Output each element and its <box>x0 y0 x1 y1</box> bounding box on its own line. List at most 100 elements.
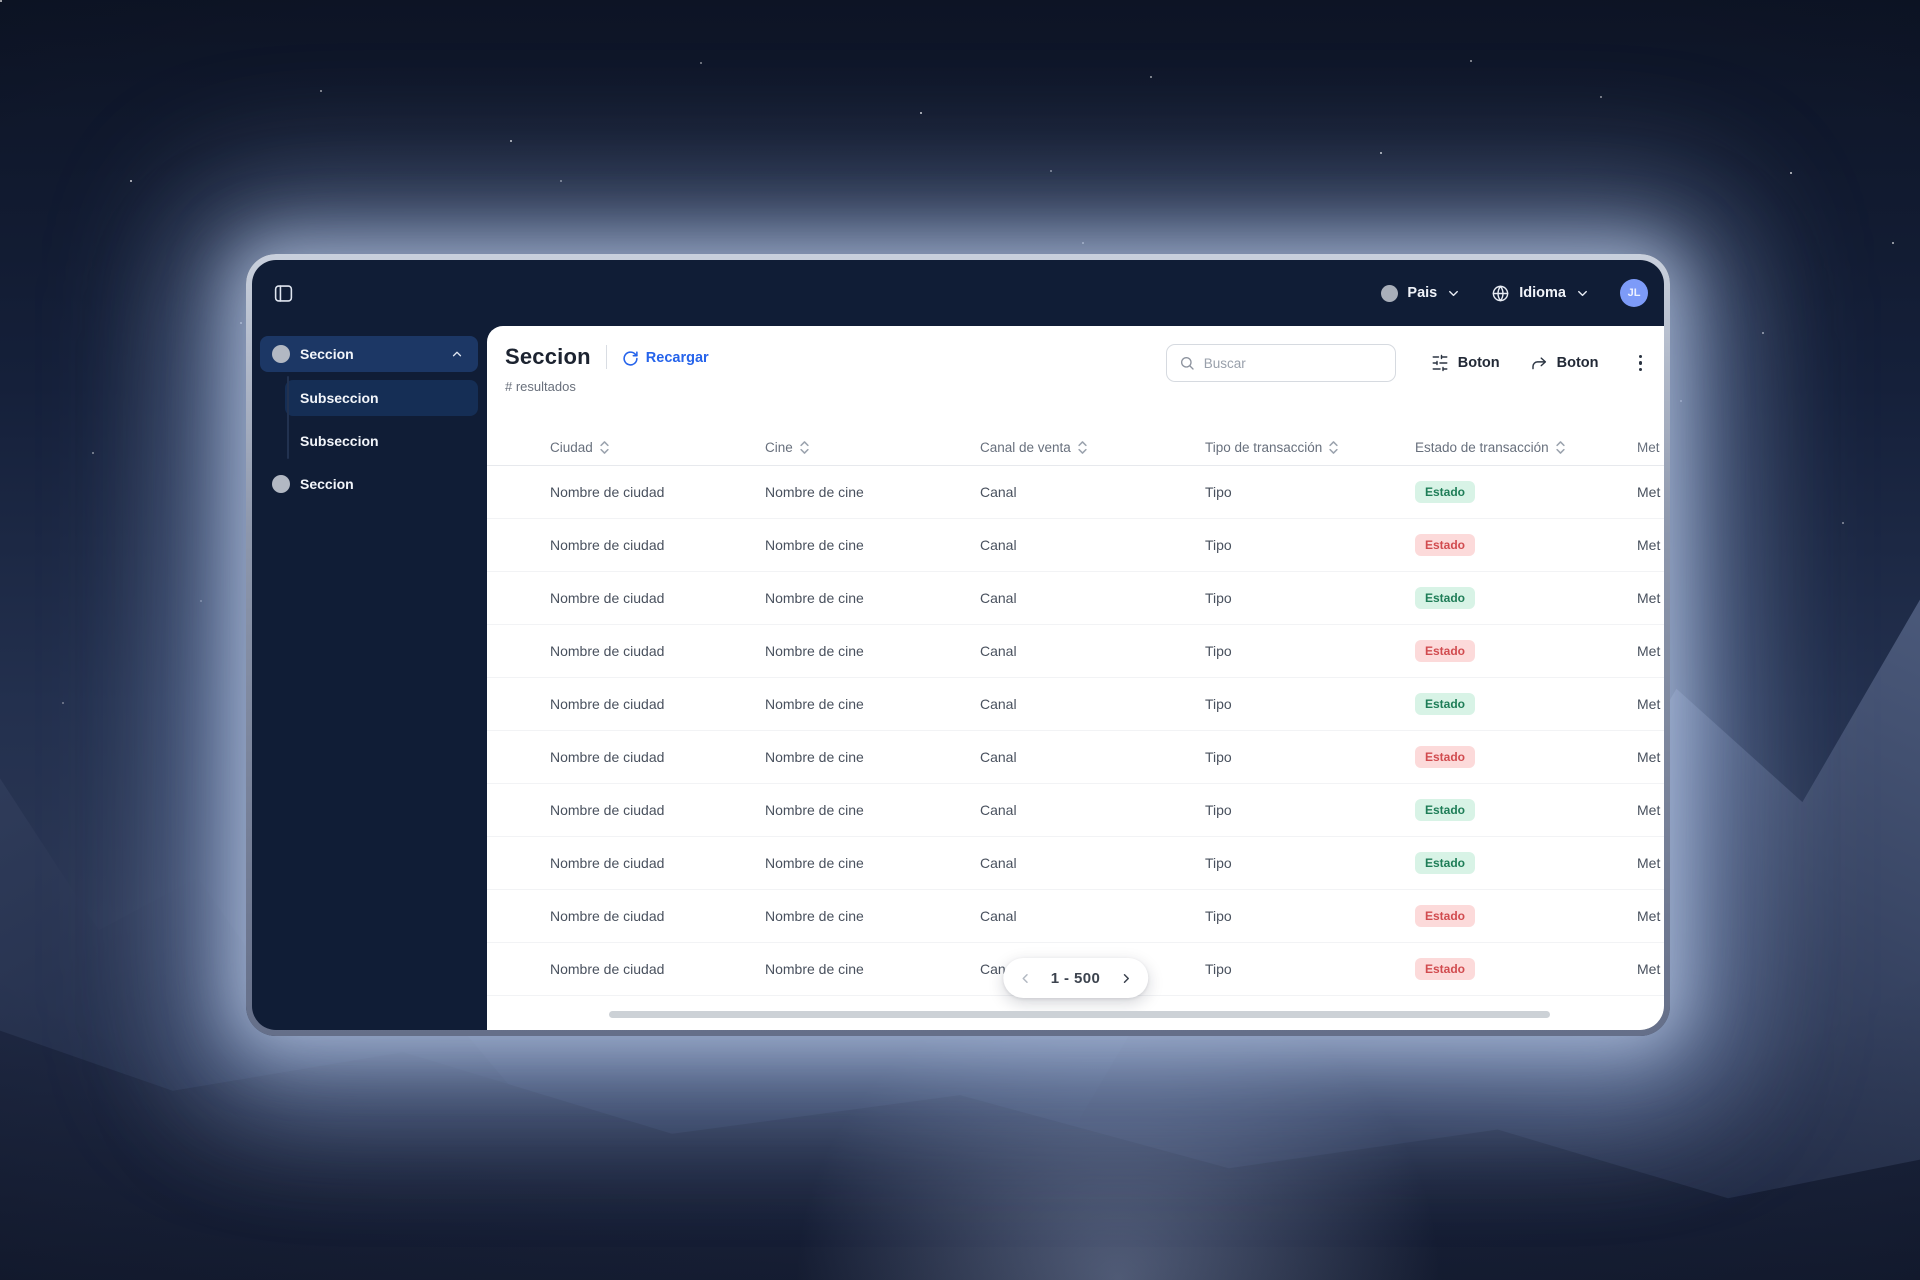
status-badge: Estado <box>1415 799 1476 821</box>
language-selector[interactable]: Idioma <box>1491 284 1590 303</box>
data-table: Ciudad Cine Canal de venta Tipo de transacc… <box>487 430 1664 996</box>
reload-button[interactable]: Recargar <box>622 350 709 367</box>
search-input[interactable] <box>1203 355 1385 371</box>
cell-met: Met <box>1637 643 1661 659</box>
section-circle-icon <box>272 475 290 493</box>
cell-ciudad: Nombre de ciudad <box>550 696 665 712</box>
column-header[interactable]: Tipo de transacción <box>1205 439 1415 456</box>
sidebar-item-seccion-1[interactable]: Seccion <box>260 336 478 372</box>
section-circle-icon <box>272 345 290 363</box>
cell-estado: Estado <box>1415 852 1637 874</box>
export-button[interactable]: Boton <box>1530 354 1599 372</box>
cell-met: Met <box>1637 696 1661 712</box>
cell-met: Met <box>1637 855 1661 871</box>
cell-estado: Estado <box>1415 587 1637 609</box>
status-badge: Estado <box>1415 587 1476 609</box>
more-options-button[interactable] <box>1635 351 1647 376</box>
cell-ciudad: Nombre de ciudad <box>550 537 665 553</box>
country-label: Pais <box>1407 285 1438 301</box>
cell-cine: Nombre de cine <box>765 696 864 712</box>
cell-ciudad: Nombre de ciudad <box>550 749 665 765</box>
sort-icon <box>1555 441 1565 454</box>
cell-tipo: Tipo <box>1205 537 1232 553</box>
sidebar-item-subseccion-1[interactable]: Subseccion <box>285 380 478 416</box>
title-divider <box>605 345 607 369</box>
status-badge: Estado <box>1415 852 1476 874</box>
sidebar-subitem-label: Subseccion <box>300 433 379 449</box>
panel-left-icon <box>273 283 294 304</box>
pagination-prev-button[interactable] <box>1013 965 1039 991</box>
window-body: Seccion Subseccion Subseccion Sec <box>252 326 1664 1030</box>
cell-canal: Canal <box>980 802 1017 818</box>
cell-cine: Nombre de cine <box>765 961 864 977</box>
chevron-up-icon <box>450 347 464 361</box>
column-header-label: Met <box>1637 440 1660 455</box>
cell-cine: Nombre de cine <box>765 908 864 924</box>
app-window: Pais Idioma <box>246 254 1670 1036</box>
status-badge: Estado <box>1415 905 1476 927</box>
table-row: Nombre de ciudad Nombre de cine Canal Tipo E… <box>487 784 1664 837</box>
cell-canal: Canal <box>980 908 1017 924</box>
page-title: Seccion <box>505 344 591 369</box>
chevron-down-icon <box>1575 286 1590 301</box>
table-row: Nombre de ciudad Nombre de cine Canal Tipo E… <box>487 466 1664 519</box>
search-box <box>1165 344 1396 382</box>
cell-cine: Nombre de cine <box>765 802 864 818</box>
cell-estado: Estado <box>1415 640 1637 662</box>
column-header-label: Estado de transacción <box>1415 440 1549 455</box>
cell-ciudad: Nombre de ciudad <box>550 961 665 977</box>
cell-met: Met <box>1637 590 1661 606</box>
cell-met: Met <box>1637 908 1661 924</box>
column-header-label: Ciudad <box>550 440 593 455</box>
status-badge: Estado <box>1415 640 1476 662</box>
sort-icon <box>600 441 609 454</box>
column-header[interactable]: Canal de venta <box>980 439 1205 456</box>
sort-icon <box>1078 441 1087 454</box>
globe-icon <box>1491 284 1510 303</box>
search-icon <box>1179 355 1195 371</box>
status-badge: Estado <box>1415 958 1476 980</box>
sort-icon <box>800 441 809 454</box>
sidebar-item-subseccion-2[interactable]: Subseccion <box>285 423 478 459</box>
pagination-next-button[interactable] <box>1112 965 1138 991</box>
country-selector[interactable]: Pais <box>1381 284 1461 302</box>
cell-tipo: Tipo <box>1205 855 1232 871</box>
cell-estado: Estado <box>1415 481 1637 503</box>
sidebar-item-seccion-2[interactable]: Seccion <box>260 466 478 502</box>
sidebar-toggle-button[interactable] <box>268 278 298 308</box>
sidebar-item-label: Seccion <box>300 476 354 492</box>
cell-canal: Canal <box>980 749 1017 765</box>
cell-canal: Canal <box>980 643 1017 659</box>
cell-tipo: Tipo <box>1205 484 1232 500</box>
column-header-label: Canal de venta <box>980 440 1071 455</box>
cell-tipo: Tipo <box>1205 643 1232 659</box>
user-avatar[interactable]: JL <box>1620 279 1648 307</box>
table-row: Nombre de ciudad Nombre de cine Canal Tipo E… <box>487 890 1664 943</box>
filter-button[interactable]: Boton <box>1431 354 1500 372</box>
column-header[interactable]: Ciudad <box>550 439 765 456</box>
cell-estado: Estado <box>1415 534 1637 556</box>
cell-estado: Estado <box>1415 799 1637 821</box>
content-header: Seccion Recargar <box>505 344 1646 394</box>
cell-met: Met <box>1637 537 1661 553</box>
column-header-label: Tipo de transacción <box>1205 440 1323 455</box>
column-header-label: Cine <box>765 440 793 455</box>
cell-met: Met <box>1637 484 1661 500</box>
sliders-icon <box>1431 354 1449 372</box>
column-header[interactable]: Estado de transacción <box>1415 439 1637 456</box>
horizontal-scrollbar[interactable] <box>609 1011 1550 1018</box>
status-badge: Estado <box>1415 534 1476 556</box>
cell-estado: Estado <box>1415 958 1637 980</box>
sidebar-item-label: Seccion <box>300 346 354 362</box>
cell-tipo: Tipo <box>1205 961 1232 977</box>
cell-tipo: Tipo <box>1205 802 1232 818</box>
column-header[interactable]: Cine <box>765 439 980 456</box>
cell-cine: Nombre de cine <box>765 855 864 871</box>
status-badge: Estado <box>1415 481 1476 503</box>
cell-ciudad: Nombre de ciudad <box>550 855 665 871</box>
table-row: Nombre de ciudad Nombre de cine Canal Tipo E… <box>487 731 1664 784</box>
top-bar-right: Pais Idioma <box>1381 279 1648 307</box>
sort-icon <box>1329 441 1338 454</box>
sidebar-subitem-label: Subseccion <box>300 390 379 406</box>
cell-tipo: Tipo <box>1205 696 1232 712</box>
